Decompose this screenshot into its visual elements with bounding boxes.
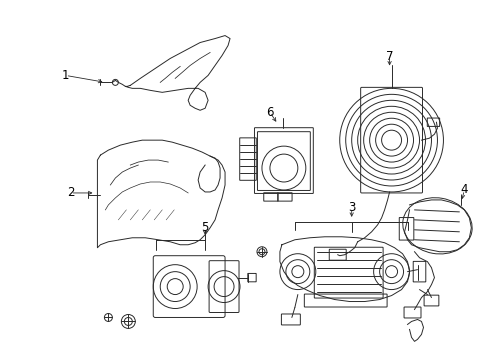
Text: 4: 4 xyxy=(461,184,468,197)
Text: 6: 6 xyxy=(266,106,274,119)
Text: 7: 7 xyxy=(386,50,393,63)
Text: 2: 2 xyxy=(67,186,74,199)
Text: 3: 3 xyxy=(348,201,355,215)
Text: 5: 5 xyxy=(201,221,209,234)
Text: 1: 1 xyxy=(62,69,69,82)
